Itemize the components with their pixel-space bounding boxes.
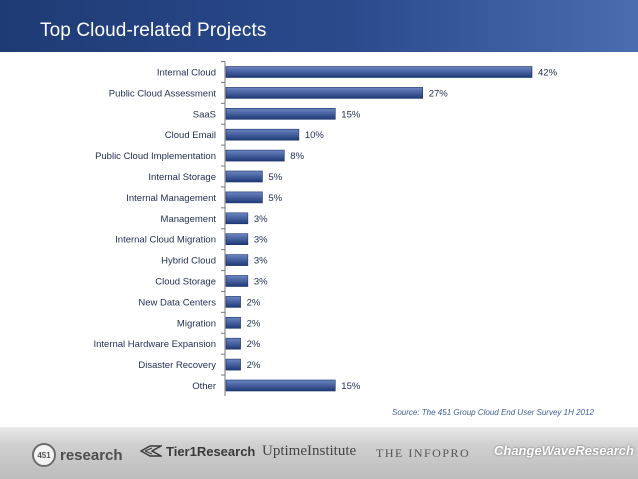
category-label: Migration [177, 318, 216, 329]
bar-cloud-storage [225, 275, 249, 287]
value-label: 2% [247, 339, 261, 350]
logo-uptime-institute: UptimeInstitute [262, 443, 357, 459]
logo-tier1-word: Tier1Research [166, 443, 256, 459]
bar-disaster-recovery [225, 358, 241, 371]
bar-saas [225, 107, 336, 120]
value-label: 3% [254, 235, 268, 246]
wings-icon [140, 445, 162, 457]
value-label: 27% [429, 88, 449, 99]
bar-public-cloud-assessment [225, 87, 424, 99]
value-label: 42% [538, 68, 558, 79]
footer-logo-bar: 451 research Tier1Research UptimeInstitu… [0, 427, 638, 479]
bar-new-data-centers [225, 296, 241, 308]
category-label: Public Cloud Implementation [95, 151, 216, 162]
bar-chart: Internal Cloud Public Cloud Assessment Saa… [93, 61, 558, 396]
value-label: 15% [341, 109, 361, 120]
title-bar: Top Cloud-related Projects [0, 0, 638, 52]
category-label: Hybrid Cloud [161, 256, 216, 267]
bar-internal-storage [225, 170, 263, 183]
category-label: SaaS [193, 109, 216, 120]
category-label: Internal Management [126, 193, 216, 204]
source-note: Source: The 451 Group Cloud End User Sur… [392, 408, 594, 417]
bar-internal-cloud-migration [225, 233, 249, 245]
value-label: 15% [341, 381, 361, 392]
value-label: 2% [247, 318, 261, 329]
category-label: Internal Cloud Migration [115, 235, 216, 246]
category-label: Cloud Storage [155, 277, 216, 288]
bar-internal-cloud [225, 66, 533, 78]
category-label: Internal Hardware Expansion [93, 339, 216, 350]
bar-cloud-email [225, 128, 300, 141]
value-label: 3% [254, 256, 268, 267]
bar-public-cloud-implementation [225, 149, 285, 162]
bar-other [225, 379, 336, 392]
bar-management [225, 212, 249, 225]
value-label: 10% [305, 130, 325, 141]
bar-migration [225, 316, 241, 329]
bar-hybrid-cloud [225, 254, 249, 266]
category-label: Other [192, 381, 216, 392]
value-label: 2% [247, 297, 261, 308]
value-label: 5% [268, 172, 282, 183]
category-label: Management [161, 214, 217, 225]
logo-451-word: research [60, 446, 123, 464]
category-label: Internal Storage [148, 172, 216, 183]
logo-the-infopro: THE INFOPRO [376, 446, 471, 460]
bar-internal-hardware-expansion [225, 337, 241, 350]
value-label: 8% [290, 151, 304, 162]
logo-changewave-research: ChangeWaveResearch [494, 443, 634, 458]
logo-451-research: 451 research [32, 443, 123, 467]
value-label: 2% [247, 360, 261, 371]
value-label: 5% [268, 193, 282, 204]
bar-internal-management [225, 191, 263, 204]
logo-tier1research: Tier1Research [140, 443, 255, 459]
category-label: Cloud Email [165, 130, 216, 141]
value-label: 3% [254, 277, 268, 288]
logo-451-mark: 451 [32, 443, 56, 467]
value-label: 3% [254, 214, 268, 225]
slide-title: Top Cloud-related Projects [40, 20, 267, 41]
category-label: New Data Centers [138, 297, 216, 308]
category-label: Disaster Recovery [138, 360, 216, 371]
category-label: Public Cloud Assessment [109, 88, 217, 99]
category-label: Internal Cloud [157, 68, 216, 79]
